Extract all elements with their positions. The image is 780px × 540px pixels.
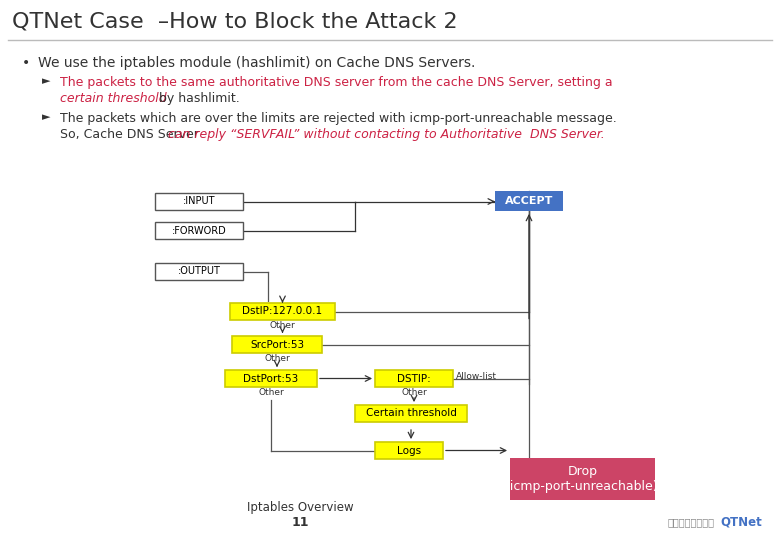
Text: ACCEPT: ACCEPT [505,196,553,206]
Text: Iptables Overview: Iptables Overview [246,502,353,515]
Text: 11: 11 [291,516,309,529]
FancyBboxPatch shape [510,458,655,500]
Text: Logs: Logs [397,446,421,456]
Text: We use the iptables module (hashlimit) on Cache DNS Servers.: We use the iptables module (hashlimit) o… [38,56,475,70]
FancyBboxPatch shape [155,222,243,239]
Text: QTNet Case  –How to Block the Attack 2: QTNet Case –How to Block the Attack 2 [12,12,458,32]
Text: Allow-list: Allow-list [456,372,497,381]
Text: :FORWORD: :FORWORD [172,226,226,235]
Text: The packets which are over the limits are rejected with icmp-port-unreachable me: The packets which are over the limits ar… [60,112,617,125]
Text: ►: ► [42,76,51,86]
FancyBboxPatch shape [232,336,322,353]
Text: ►: ► [42,112,51,122]
Text: DSTIP:: DSTIP: [397,374,431,383]
Text: •: • [22,56,30,70]
Text: Drop
(icmp-port-unreachable): Drop (icmp-port-unreachable) [506,465,659,493]
Text: Other: Other [401,388,427,397]
FancyBboxPatch shape [355,405,467,422]
Text: Certain threshold: Certain threshold [366,408,456,418]
Text: DstIP:127.0.0.1: DstIP:127.0.0.1 [243,307,323,316]
Text: DstPort:53: DstPort:53 [243,374,299,383]
Text: The packets to the same authoritative DNS server from the cache DNS Server, sett: The packets to the same authoritative DN… [60,76,612,89]
Text: Other: Other [270,321,296,330]
Text: :OUTPUT: :OUTPUT [178,267,221,276]
Text: by hashlimit.: by hashlimit. [155,92,239,105]
FancyBboxPatch shape [230,303,335,320]
Text: :INPUT: :INPUT [183,197,215,206]
FancyBboxPatch shape [375,442,443,459]
Text: certain threshold: certain threshold [60,92,167,105]
Text: Other: Other [264,354,290,363]
FancyBboxPatch shape [495,191,563,211]
FancyBboxPatch shape [155,263,243,280]
FancyBboxPatch shape [375,370,453,387]
FancyBboxPatch shape [225,370,317,387]
FancyBboxPatch shape [155,193,243,210]
Text: Other: Other [258,388,284,397]
Text: あろあろつながる: あろあろつながる [668,517,715,527]
Text: SrcPort:53: SrcPort:53 [250,340,304,349]
Text: QTNet: QTNet [720,516,762,529]
Text: So, Cache DNS Server: So, Cache DNS Server [60,128,203,141]
Text: can reply “SERVFAIL” without contacting to Authoritative  DNS Server.: can reply “SERVFAIL” without contacting … [168,128,604,141]
